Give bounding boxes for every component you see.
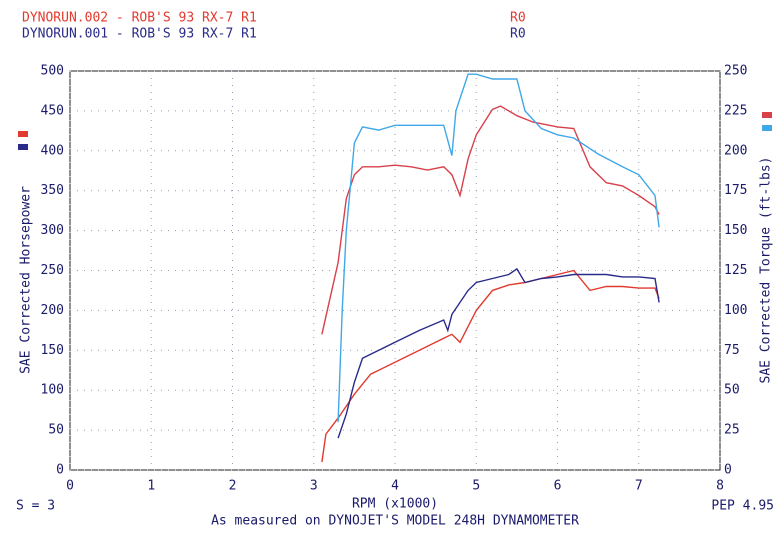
y-tick-label: 450 [41,103,64,118]
x-tick-label: 4 [391,479,399,494]
y2-tick-label: 150 [724,223,747,238]
data-line [337,267,660,439]
y-tick-label: 400 [41,143,64,158]
y2-axis-title: SAE Corrected Torque (ft-lbs) [759,157,774,384]
y-tick-label: 0 [56,463,64,478]
y2-tick-label: 175 [724,183,747,198]
color-key [18,131,28,137]
x-tick-label: 3 [310,479,318,494]
y-tick-label: 100 [41,383,64,398]
x-tick-label: 0 [66,479,74,494]
data-line [321,269,660,463]
legend-tag: R0 [510,27,526,42]
x-tick-label: 7 [635,479,643,494]
y2-tick-label: 25 [724,423,740,438]
x-tick-label: 2 [229,479,237,494]
y-tick-label: 200 [41,303,64,318]
legend-tag: R0 [510,11,526,26]
data-line [337,73,660,423]
y-tick-label: 350 [41,183,64,198]
data-line [321,105,660,335]
color-key [762,112,772,118]
y-tick-label: 50 [48,423,64,438]
y2-tick-label: 100 [724,303,747,318]
smoothing-label: S = 3 [16,499,55,514]
x-tick-label: 1 [147,479,155,494]
plot-frame [69,70,721,471]
y2-tick-label: 125 [724,263,747,278]
y-tick-label: 150 [41,343,64,358]
y2-tick-label: 225 [724,103,747,118]
y-tick-label: 500 [41,64,64,79]
footer-note: As measured on DYNOJET'S MODEL 248H DYNA… [211,514,579,529]
x-tick-label: 8 [716,479,724,494]
color-key [18,144,28,150]
y-axis-title: SAE Corrected Horsepower [19,186,34,374]
y2-tick-label: 0 [724,463,732,478]
version-label: PEP 4.95 [711,499,774,514]
y2-tick-label: 250 [724,64,747,79]
y-tick-label: 300 [41,223,64,238]
y-tick-label: 250 [41,263,64,278]
y2-tick-label: 50 [724,383,740,398]
legend-label: DYNORUN.001 - ROB'S 93 RX-7 R1 [22,27,257,42]
color-key [762,125,772,131]
legend-label: DYNORUN.002 - ROB'S 93 RX-7 R1 [22,11,257,26]
y2-tick-label: 200 [724,143,747,158]
x-tick-label: 6 [554,479,562,494]
x-tick-label: 5 [472,479,480,494]
x-axis-title: RPM (x1000) [352,497,438,512]
y2-tick-label: 75 [724,343,740,358]
